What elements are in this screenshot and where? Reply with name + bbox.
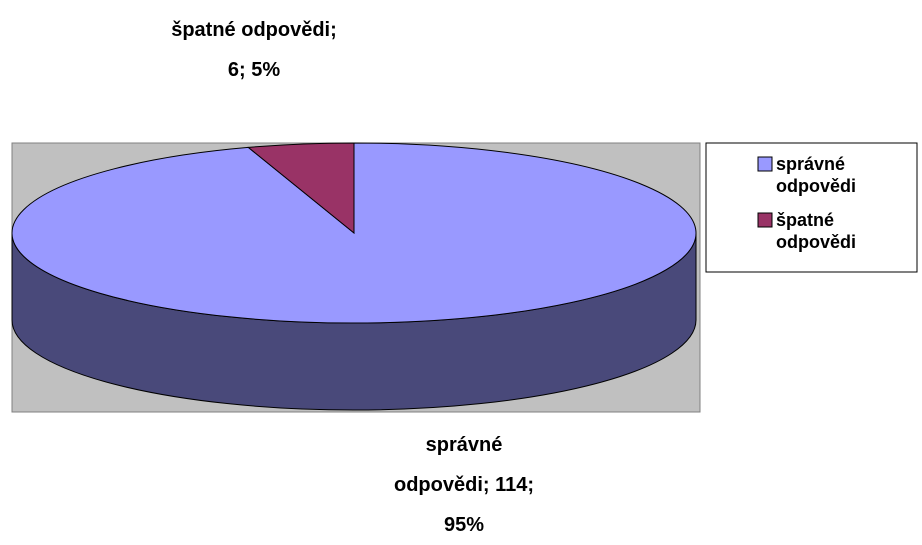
- pie-slice: [247, 142, 355, 235]
- legend-box: [705, 142, 918, 273]
- legend-swatch: [757, 156, 773, 172]
- data-label: špatné odpovědi; 6; 5%: [171, 19, 337, 81]
- legend-label: špatné odpovědi: [776, 210, 856, 252]
- legend-label: správné odpovědi: [776, 154, 856, 196]
- legend-swatch: [757, 212, 773, 228]
- data-label: správné odpovědi; 114; 95%: [393, 434, 535, 536]
